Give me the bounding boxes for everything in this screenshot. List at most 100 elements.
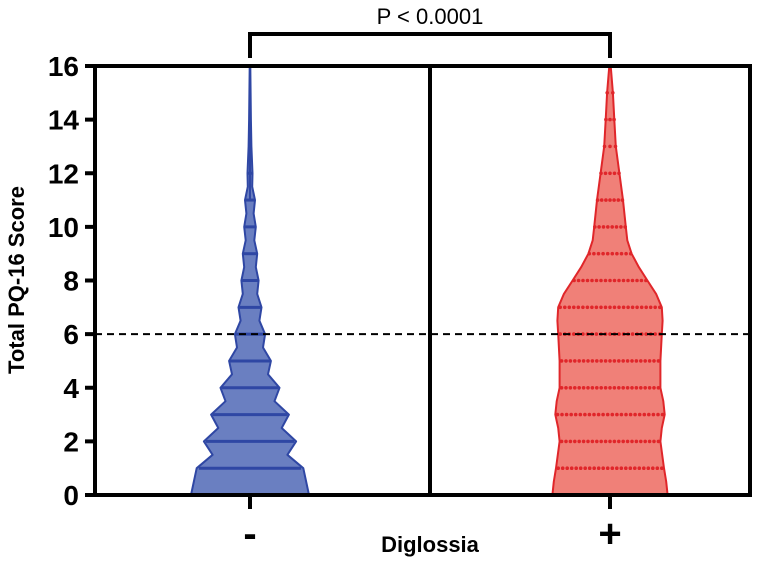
score-dot xyxy=(639,278,644,283)
score-dot xyxy=(573,412,578,417)
score-dot xyxy=(620,198,625,202)
score-dot xyxy=(608,439,612,444)
score-dot xyxy=(615,251,619,256)
score-dot xyxy=(595,359,599,363)
score-dot xyxy=(647,412,651,417)
score-dot xyxy=(608,171,612,176)
score-dot xyxy=(555,412,560,417)
score-dot xyxy=(656,412,660,417)
score-dot xyxy=(608,332,612,336)
score-dot xyxy=(628,412,633,417)
score-dot xyxy=(573,439,577,444)
score-dot xyxy=(599,305,603,310)
score-dot xyxy=(626,278,630,283)
score-dot xyxy=(601,466,605,471)
score-dot xyxy=(576,278,581,283)
score-dot xyxy=(567,305,572,310)
score-dot xyxy=(587,251,592,256)
score-dot xyxy=(605,412,610,417)
score-dot xyxy=(639,305,644,310)
score-dot xyxy=(559,439,564,444)
score-dot xyxy=(590,305,594,310)
score-dot xyxy=(612,305,617,310)
score-dot xyxy=(597,225,601,229)
score-dot xyxy=(564,412,569,417)
score-dot xyxy=(608,359,612,363)
score-dot xyxy=(637,466,642,471)
score-dot xyxy=(568,439,573,444)
bracket-line xyxy=(248,32,612,58)
y-tick-label: 12 xyxy=(48,158,79,189)
score-dot xyxy=(592,251,596,256)
score-dot xyxy=(617,332,621,336)
score-dot xyxy=(619,466,624,471)
score-dot xyxy=(587,412,592,417)
score-dot xyxy=(608,386,612,390)
score-dot xyxy=(576,305,581,310)
score-dot xyxy=(610,251,615,256)
score-dot xyxy=(630,359,634,363)
score-dot xyxy=(630,439,634,444)
score-dot xyxy=(608,198,612,202)
score-dot xyxy=(651,466,655,471)
score-dot xyxy=(581,305,585,310)
score-dot xyxy=(601,251,605,256)
x-category-label: - xyxy=(243,512,256,556)
score-dot xyxy=(577,439,581,444)
score-dot xyxy=(573,359,577,363)
score-dot xyxy=(606,225,610,229)
score-dot xyxy=(604,117,608,122)
score-dot xyxy=(653,332,657,336)
score-dot xyxy=(637,412,642,417)
score-dot xyxy=(613,144,618,149)
score-dot xyxy=(586,359,590,363)
score-dot xyxy=(660,412,665,417)
score-dot xyxy=(608,117,612,122)
score-dot xyxy=(601,412,605,417)
score-dot xyxy=(621,278,626,283)
score-dot xyxy=(581,439,586,444)
score-dot xyxy=(617,439,621,444)
score-dot xyxy=(630,386,634,390)
x-axis-categories: - + xyxy=(243,495,622,556)
score-dot xyxy=(611,91,615,95)
score-dot xyxy=(590,359,595,363)
score-dot xyxy=(646,466,651,471)
score-dot xyxy=(612,198,616,202)
score-dot xyxy=(605,466,610,471)
y-tick-label: 0 xyxy=(63,480,79,511)
score-dot xyxy=(599,386,603,390)
score-dot xyxy=(583,412,587,417)
score-dot xyxy=(660,466,664,471)
score-dot xyxy=(595,439,599,444)
score-dot xyxy=(621,359,625,363)
score-dot xyxy=(652,439,656,444)
score-dot xyxy=(595,198,600,202)
score-dot xyxy=(599,171,603,176)
score-dot xyxy=(644,278,648,283)
score-dot xyxy=(635,305,639,310)
score-dot xyxy=(610,225,614,229)
score-dot xyxy=(643,386,647,390)
y-tick-label: 6 xyxy=(63,319,79,350)
score-dot xyxy=(608,144,612,149)
score-dot xyxy=(608,305,612,310)
score-dot xyxy=(594,278,599,283)
score-dot xyxy=(559,359,564,363)
score-dot xyxy=(655,466,660,471)
p-value-annotation: P < 0.0001 xyxy=(377,4,484,29)
score-dot xyxy=(623,225,627,229)
score-dot xyxy=(616,198,621,202)
score-dot xyxy=(572,305,576,310)
score-dot xyxy=(578,466,583,471)
score-dot xyxy=(617,278,621,283)
score-dot xyxy=(590,439,595,444)
score-dot xyxy=(630,332,635,336)
score-dot xyxy=(630,278,635,283)
score-dot xyxy=(569,466,574,471)
score-dot xyxy=(605,251,610,256)
score-dot xyxy=(633,466,637,471)
score-dot xyxy=(653,305,657,310)
score-dot xyxy=(617,359,621,363)
